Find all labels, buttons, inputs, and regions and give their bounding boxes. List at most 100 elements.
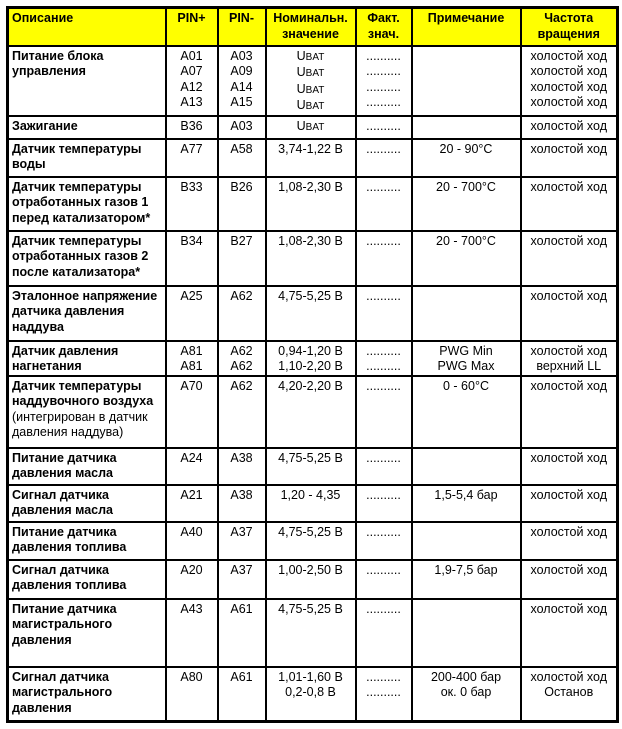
actual-value-placeholder: ..........: [366, 64, 401, 78]
nominal-cell: 4,75-5,25 В: [264, 284, 357, 342]
nominal-value: 4,20-2,20 В: [278, 378, 343, 393]
actual-value-placeholder: ..........: [366, 95, 401, 109]
description-text: Питание датчика магистрального давления: [12, 601, 117, 647]
nominal-cell: 1,20 - 4,35: [264, 483, 357, 523]
nominal-value: 4,75-5,25 В: [278, 450, 343, 465]
note-cell: 20 - 90°C: [410, 137, 522, 178]
rpm-cell: холостой ход: [519, 597, 619, 668]
rpm-value: холостой ход: [530, 343, 608, 358]
table-row: Датчик температуры отработанных газов 2 …: [6, 229, 619, 287]
rpm-value: холостой ход: [530, 288, 608, 303]
pin-minus-value: A62: [230, 378, 253, 393]
pin-plus-cell: A25: [164, 284, 219, 342]
nominal-value: UBAT: [270, 82, 352, 99]
rpm-value: холостой ход: [530, 95, 608, 109]
pin-plus-value: A80: [180, 669, 203, 684]
nominal-value: 0,2-0,8 В: [285, 685, 336, 699]
header-row: Описание PIN+ PIN- Номинальн. значение Ф…: [6, 6, 619, 47]
pin-plus-value: B33: [180, 179, 203, 194]
pin-minus-cell: A03 A09 A14 A15: [216, 44, 267, 117]
note-cell: 20 - 700°C: [410, 229, 522, 287]
description-text: Зажигание: [12, 118, 78, 133]
actual-cell: ..........: [354, 597, 413, 668]
pin-plus-cell: A81 A81: [164, 339, 219, 377]
pin-plus-value: A12: [180, 79, 203, 94]
note-cell: 0 - 60°C: [410, 374, 522, 449]
rpm-value: холостой ход: [530, 48, 608, 63]
actual-value-placeholder: ..........: [366, 179, 401, 194]
pin-minus-cell: B26: [216, 175, 267, 232]
rpm-value: холостой ход: [530, 118, 608, 133]
nominal-value: 1,08-2,30 В: [278, 233, 343, 248]
pin-plus-cell: B33: [164, 175, 219, 232]
note-cell: [410, 520, 522, 561]
rpm-cell: холостой ход: [519, 374, 619, 449]
pin-plus-value: A20: [180, 562, 203, 577]
pin-minus-value: A62: [230, 359, 253, 373]
nominal-value: UBAT: [270, 98, 352, 114]
table-row: Зажигание B36 A03 UBAT.......... холостой хо…: [6, 114, 619, 140]
actual-cell: ..........: [354, 558, 413, 600]
rpm-value: холостой ход: [530, 524, 608, 539]
actual-cell: ..........: [354, 229, 413, 287]
pin-plus-value: A81: [180, 359, 203, 373]
pin-minus-value: B26: [230, 179, 253, 194]
pin-minus-value: A03: [230, 118, 253, 133]
actual-cell: ....................: [354, 665, 413, 723]
pin-minus-value: A38: [230, 450, 253, 465]
pin-minus-cell: A38: [216, 483, 267, 523]
table-row: Сигнал датчика давления масла A21 A38 1,20 …: [6, 483, 619, 523]
nominal-cell: UBAT UBAT UBAT UBAT: [264, 44, 357, 117]
actual-value-placeholder: ..........: [366, 378, 401, 393]
nominal-cell: 3,74-1,22 В: [264, 137, 357, 178]
note-value: 1,9-7,5 бар: [434, 562, 498, 577]
pin-plus-value: A25: [180, 288, 203, 303]
header-actual: Факт. знач.: [354, 6, 413, 47]
pin-minus-value: A62: [230, 288, 253, 303]
pin-minus-value: A03: [230, 48, 253, 63]
note-value: PWG Min: [439, 343, 493, 358]
rpm-value: холостой ход: [530, 79, 608, 94]
rpm-cell: холостой ход: [519, 137, 619, 178]
nominal-cell: 1,01-1,60 В 0,2-0,8 В: [264, 665, 357, 723]
description-cell: Датчик температуры отработанных газов 2 …: [6, 229, 167, 287]
table-row: Эталонное напряжение датчика давления на…: [6, 284, 619, 342]
ubat-value: UBAT: [296, 118, 325, 133]
description-cell: Зажигание: [6, 114, 167, 140]
nominal-value: 1,01-1,60 В: [278, 669, 343, 684]
description-note: (интегрирован в датчик давления наддува): [12, 409, 148, 440]
description-text: Датчик температуры наддувочного воздуха: [12, 378, 154, 409]
description-cell: Питание датчика давления топлива: [6, 520, 167, 561]
pin-plus-cell: B34: [164, 229, 219, 287]
actual-value-placeholder: ..........: [366, 288, 401, 303]
note-value: 20 - 90°C: [439, 141, 493, 156]
description-text: Питание датчика давления топлива: [12, 524, 127, 555]
pin-minus-value: A14: [230, 79, 253, 94]
description-text: Сигнал датчика магистрального давления: [12, 669, 113, 715]
actual-cell: ..........: [354, 483, 413, 523]
rpm-value: холостой ход: [530, 233, 608, 248]
pin-plus-cell: A80: [164, 665, 219, 723]
actual-value-placeholder: ..........: [366, 562, 401, 577]
rpm-cell: холостой ход верхний LL: [519, 339, 619, 377]
table-row: Датчик температуры наддувочного воздуха …: [6, 374, 619, 449]
description-text: Сигнал датчика давления масла: [12, 487, 114, 518]
description-text: Датчик температуры воды: [12, 141, 142, 172]
nominal-cell: 4,75-5,25 В: [264, 520, 357, 561]
description-text: Датчик температуры отработанных газов 1 …: [12, 179, 151, 225]
description-cell: Сигнал датчика давления топлива: [6, 558, 167, 600]
pin-plus-value: B36: [180, 118, 203, 133]
actual-cell: ..........: [354, 137, 413, 178]
pin-minus-value: B27: [230, 233, 253, 248]
pin-plus-value: A77: [180, 141, 203, 156]
description-text: Питание датчика давления масла: [12, 450, 117, 481]
pin-check-table: Описание PIN+ PIN- Номинальн. значение Ф…: [6, 6, 619, 723]
table-row: Сигнал датчика давления топлива A20 A37 1,0…: [6, 558, 619, 600]
table-row: Датчик температуры воды A77 A58 3,74-1,22 В…: [6, 137, 619, 178]
note-cell: 1,5-5,4 бар: [410, 483, 522, 523]
pin-minus-value: A38: [230, 487, 253, 502]
pin-minus-value: A61: [230, 669, 253, 684]
pin-plus-cell: A77: [164, 137, 219, 178]
note-value: 1,5-5,4 бар: [434, 487, 498, 502]
pin-minus-cell: A03: [216, 114, 267, 140]
